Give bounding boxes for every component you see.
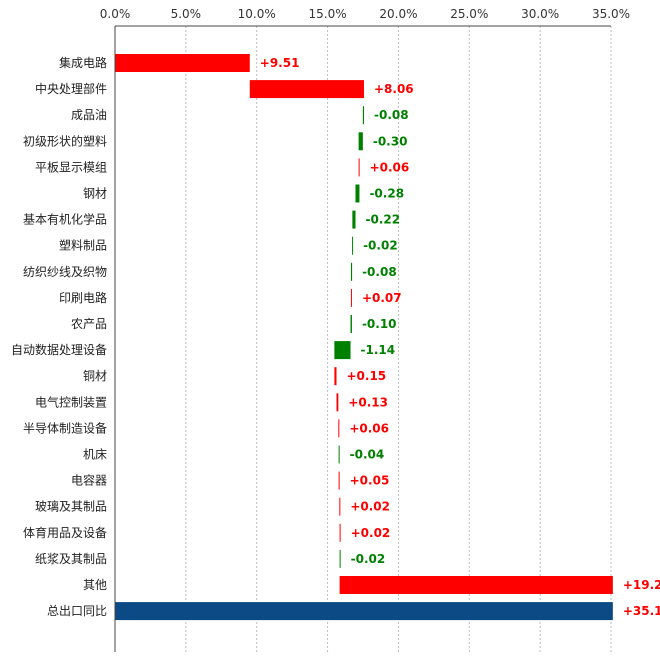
- axes: [114, 25, 611, 652]
- bar-8: [350, 262, 353, 281]
- data-label: -0.28: [369, 187, 404, 201]
- data-label: +0.13: [348, 395, 388, 409]
- bar-0: [115, 54, 250, 72]
- data-label: -0.08: [362, 265, 397, 279]
- data-label: +9.51: [260, 56, 300, 70]
- x-tick-label: 0.0%: [100, 7, 131, 21]
- category-label: 电气控制装置: [35, 394, 107, 409]
- data-label: -0.04: [350, 448, 385, 462]
- bar-12: [334, 367, 337, 386]
- data-label: -0.22: [365, 213, 400, 227]
- category-label-total: 总出口同比: [47, 604, 107, 618]
- data-label: -0.10: [362, 317, 397, 331]
- category-label: 机床: [83, 448, 107, 462]
- data-label: +8.06: [374, 82, 414, 96]
- category-label: 成品油: [71, 108, 107, 122]
- bar-10: [350, 315, 352, 333]
- grid-layer: [185, 26, 612, 652]
- bar-13: [336, 393, 339, 412]
- category-label: 纺织纱线及织物: [23, 265, 107, 279]
- data-label: -0.08: [374, 108, 409, 122]
- x-tick-label: 30.0%: [521, 7, 559, 21]
- category-label: 铜材: [83, 368, 107, 383]
- x-tick-label: 15.0%: [309, 7, 347, 21]
- bar-11: [334, 341, 351, 360]
- category-labels: 集成电路中央处理部件成品油初级形状的塑料平板显示模组钢材基本有机化学品塑料制品纺…: [11, 55, 107, 618]
- bar-3: [358, 132, 363, 151]
- data-label: +0.02: [351, 526, 391, 540]
- bars: [115, 54, 613, 621]
- category-label: 纸浆及其制品: [35, 551, 107, 566]
- category-label: 塑料制品: [59, 238, 107, 253]
- category-label: 基本有机化学品: [23, 212, 107, 227]
- x-tick-label: 35.0%: [592, 7, 630, 21]
- data-label-total: +35.13: [623, 604, 660, 618]
- category-label: 钢材: [83, 187, 107, 201]
- bar-20: [339, 576, 613, 594]
- bar-18: [339, 523, 341, 542]
- category-label: 玻璃及其制品: [35, 500, 107, 514]
- x-tick-label: 10.0%: [238, 7, 276, 21]
- data-label: +0.15: [346, 369, 386, 383]
- data-label: -0.30: [373, 134, 408, 148]
- data-label: +0.05: [350, 474, 390, 488]
- bar-15: [338, 445, 340, 464]
- x-tick-label: 5.0%: [171, 7, 202, 21]
- category-label: 自动数据处理设备: [11, 342, 107, 357]
- bar-total: [115, 602, 613, 621]
- bar-14: [338, 419, 340, 438]
- bar-16: [338, 471, 340, 490]
- data-label: +0.02: [350, 500, 390, 514]
- bar-7: [352, 236, 354, 255]
- data-label: +0.06: [349, 421, 389, 435]
- x-tick-label: 20.0%: [379, 7, 417, 21]
- bar-5: [355, 184, 360, 203]
- x-tick-labels: 0.0% 5.0% 10.0% 15.0% 20.0% 25.0% 30.0% 35.0%: [100, 7, 630, 21]
- bar-17: [339, 497, 341, 516]
- data-label: -0.02: [351, 552, 386, 566]
- data-label: -0.02: [363, 239, 398, 253]
- category-label: 体育用品及设备: [23, 525, 107, 540]
- data-label: -1.14: [361, 343, 396, 357]
- category-label: 农产品: [71, 317, 107, 331]
- bar-1: [249, 80, 364, 99]
- category-label: 其他: [83, 578, 107, 592]
- x-tick-label: 25.0%: [450, 7, 488, 21]
- bar-19: [339, 549, 341, 568]
- bar-2: [362, 106, 364, 125]
- category-label: 初级形状的塑料: [23, 133, 107, 148]
- bar-4: [358, 158, 360, 177]
- bar-6: [352, 210, 356, 229]
- category-label: 集成电路: [59, 55, 107, 70]
- category-label: 平板显示模组: [35, 160, 107, 174]
- data-label: +0.07: [362, 291, 402, 305]
- category-label: 半导体制造设备: [23, 421, 107, 435]
- data-label: +19.28: [623, 578, 660, 592]
- data-labels: +9.51 +8.06 -0.08 -0.30 +0.06 -0.28 -0.22 -0.02…: [260, 56, 660, 618]
- category-label: 印刷电路: [59, 290, 107, 305]
- category-label: 电容器: [71, 473, 107, 488]
- data-label: +0.06: [370, 160, 410, 174]
- category-label: 中央处理部件: [35, 81, 107, 96]
- bar-9: [350, 288, 352, 307]
